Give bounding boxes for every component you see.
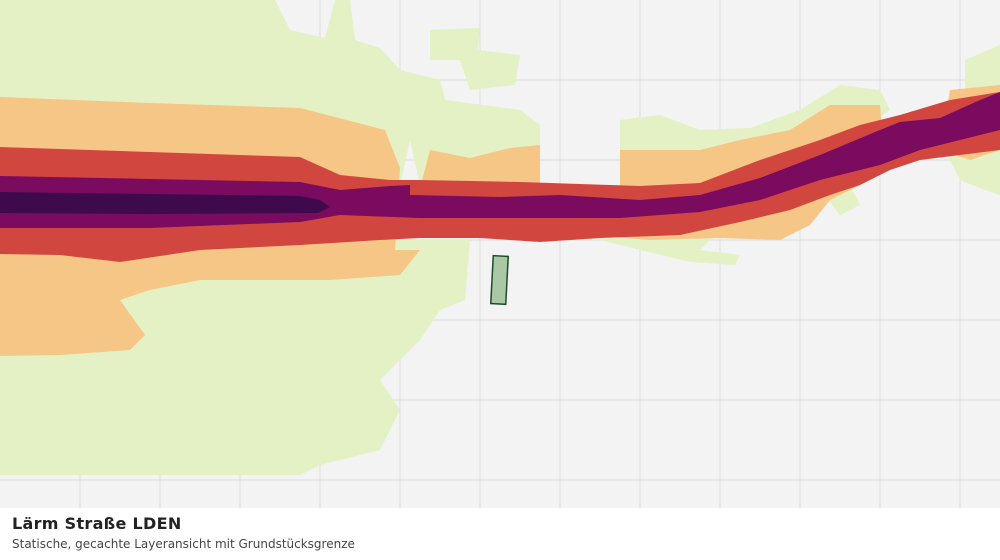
parcel-boundary[interactable]: [489, 254, 510, 306]
noise-zone-very-high: [0, 192, 330, 214]
layer-subtitle: Statische, gecachte Layeransicht mit Gru…: [12, 537, 355, 551]
noise-zone-high: [0, 92, 1000, 228]
legend-footer: Lärm Straße LDEN Statische, gecachte Lay…: [0, 508, 1000, 560]
layer-title: Lärm Straße LDEN: [12, 514, 182, 533]
map-view: [0, 0, 1000, 508]
